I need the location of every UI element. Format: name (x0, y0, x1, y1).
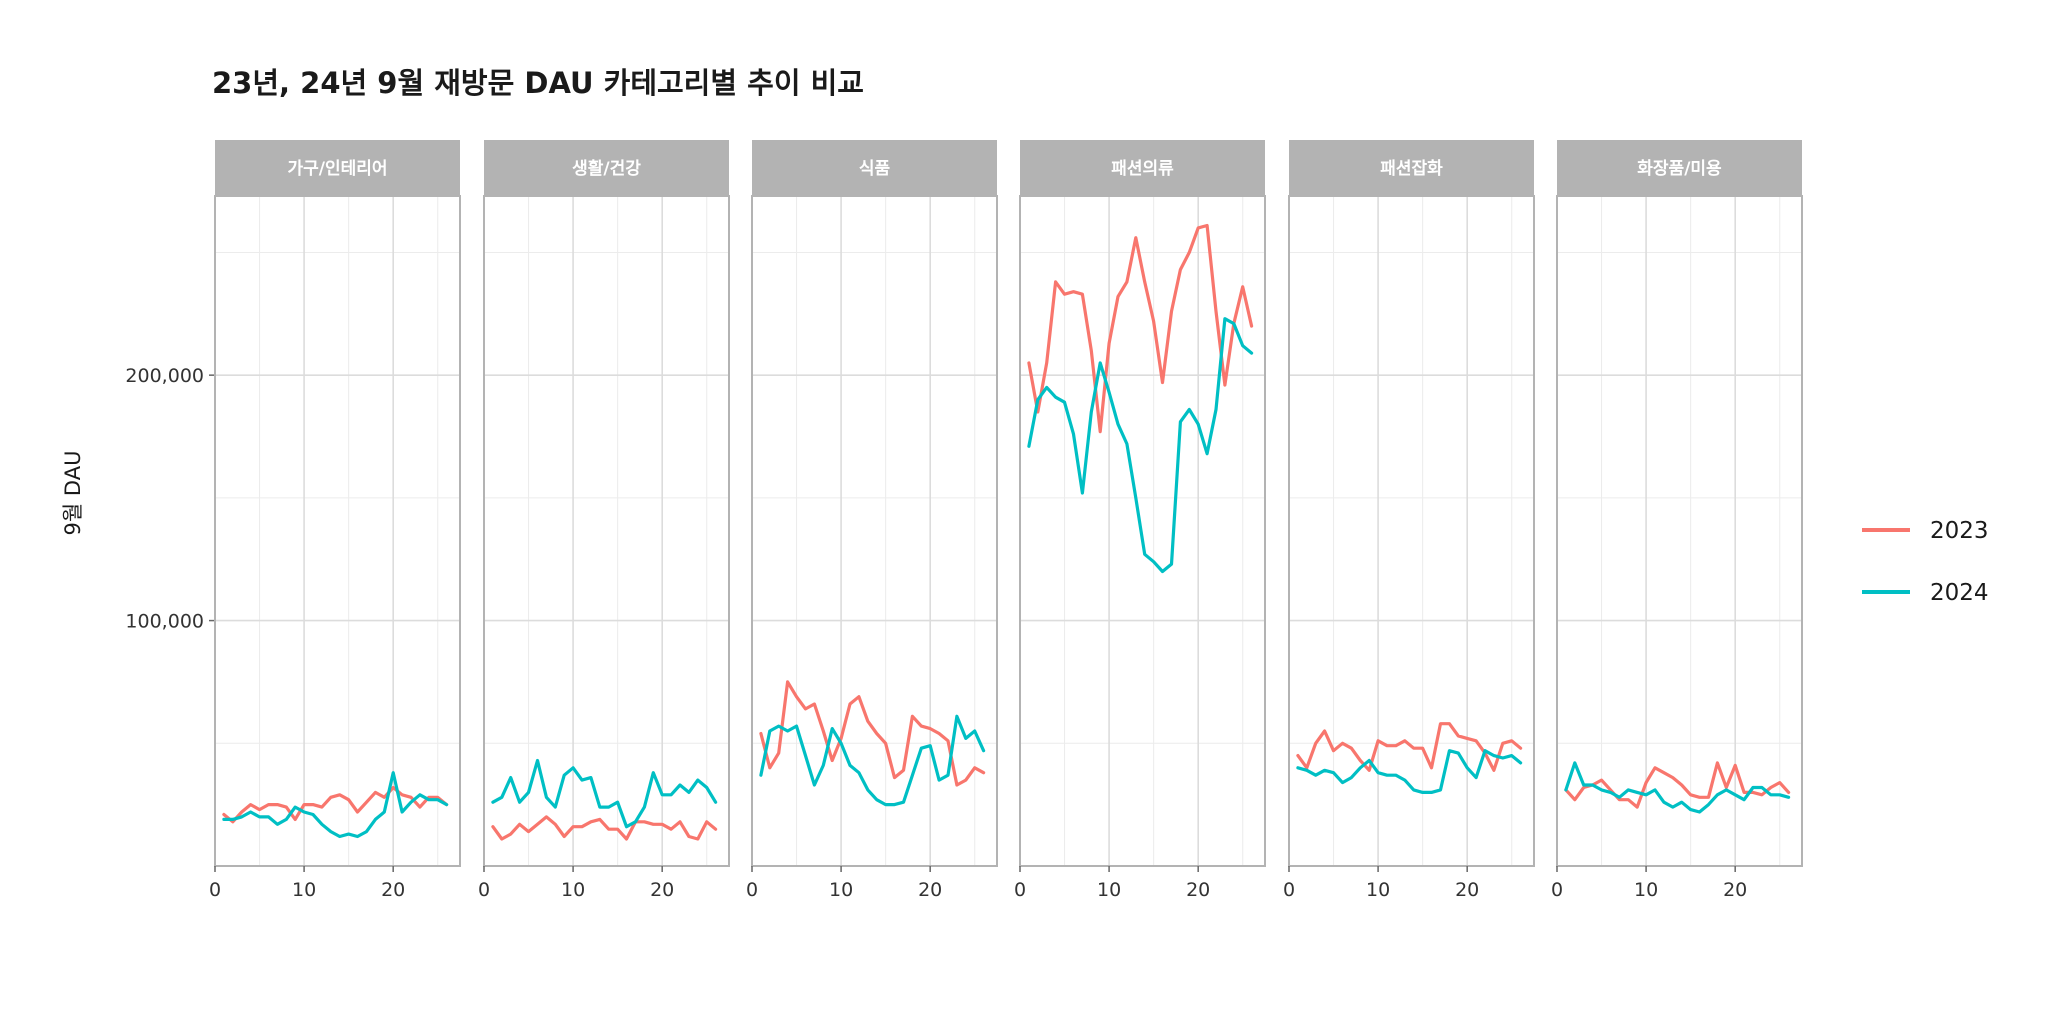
legend-label-2023: 2023 (1930, 518, 1989, 544)
y-tick-label: 200,000 (125, 365, 204, 387)
facet-panel-4: 패션의류 0 10 20 (1014, 140, 1266, 901)
x-tick-label: 0 (1551, 879, 1563, 901)
x-tick-label: 10 (561, 879, 585, 901)
panel-background (215, 196, 460, 866)
y-tick-label: 100,000 (125, 611, 204, 633)
series-line-2023 (1564, 761, 1791, 809)
series-line-2024 (1296, 749, 1523, 795)
facet-label: 생활/건강 (572, 158, 641, 179)
facet-panel-2: 생활/건강 0 10 20 (478, 140, 730, 901)
facet-panel-1: 가구/인테리어 0 10 20 (209, 140, 461, 901)
facet-label: 패션의류 (1111, 159, 1174, 179)
facet-strip (484, 140, 729, 196)
panel-background (1557, 196, 1802, 866)
x-tick-label: 0 (1014, 879, 1026, 901)
facet-panel-6: 화장품/미용 0 10 20 (1551, 140, 1803, 901)
x-tick-label: 0 (1283, 879, 1295, 901)
x-tick-label: 20 (918, 879, 942, 901)
facet-strip (215, 140, 460, 196)
series-line-2023 (759, 680, 986, 787)
y-axis-label: 9월 DAU (61, 451, 85, 536)
x-tick-label: 20 (1723, 879, 1747, 901)
x-tick-label: 20 (1186, 879, 1210, 901)
legend: 2023 2024 (1862, 518, 1989, 606)
y-axis-ticks: 100,000 200,000 (125, 365, 215, 633)
facet-label: 가구/인테리어 (287, 159, 387, 179)
facet-panel-3: 식품 0 10 20 (746, 140, 998, 901)
panel-background (1289, 196, 1534, 866)
facet-label: 식품 (859, 159, 891, 179)
panel-background (484, 196, 729, 866)
series-line-2024 (1027, 317, 1254, 574)
x-tick-label: 0 (209, 879, 221, 901)
legend-label-2024: 2024 (1930, 580, 1989, 606)
x-tick-label: 10 (1097, 879, 1121, 901)
x-tick-label: 0 (746, 879, 758, 901)
series-line-2024 (491, 758, 718, 829)
facet-strip (1020, 140, 1265, 196)
facet-strip (1557, 140, 1802, 196)
facet-label: 패션잡화 (1380, 159, 1443, 179)
series-line-2024 (759, 714, 986, 807)
chart-title: 23년, 24년 9월 재방문 DAU 카테고리별 추이 비교 (212, 66, 864, 100)
series-line-2023 (222, 785, 449, 824)
facet-strip (752, 140, 997, 196)
x-tick-label: 10 (292, 879, 316, 901)
facet-strip (1289, 140, 1534, 196)
facet-panel-5: 패션잡화 0 10 20 (1283, 140, 1535, 901)
x-tick-label: 20 (650, 879, 674, 901)
panel-background (752, 196, 997, 866)
series-line-2024 (222, 771, 449, 839)
x-tick-label: 10 (829, 879, 853, 901)
x-tick-label: 10 (1366, 879, 1390, 901)
facet-label: 화장품/미용 (1637, 159, 1722, 179)
x-tick-label: 0 (478, 879, 490, 901)
x-tick-label: 10 (1634, 879, 1658, 901)
series-line-2023 (491, 815, 718, 841)
x-tick-label: 20 (1455, 879, 1479, 901)
series-line-2023 (1027, 223, 1254, 434)
series-line-2024 (1564, 761, 1791, 814)
x-tick-label: 20 (381, 879, 405, 901)
